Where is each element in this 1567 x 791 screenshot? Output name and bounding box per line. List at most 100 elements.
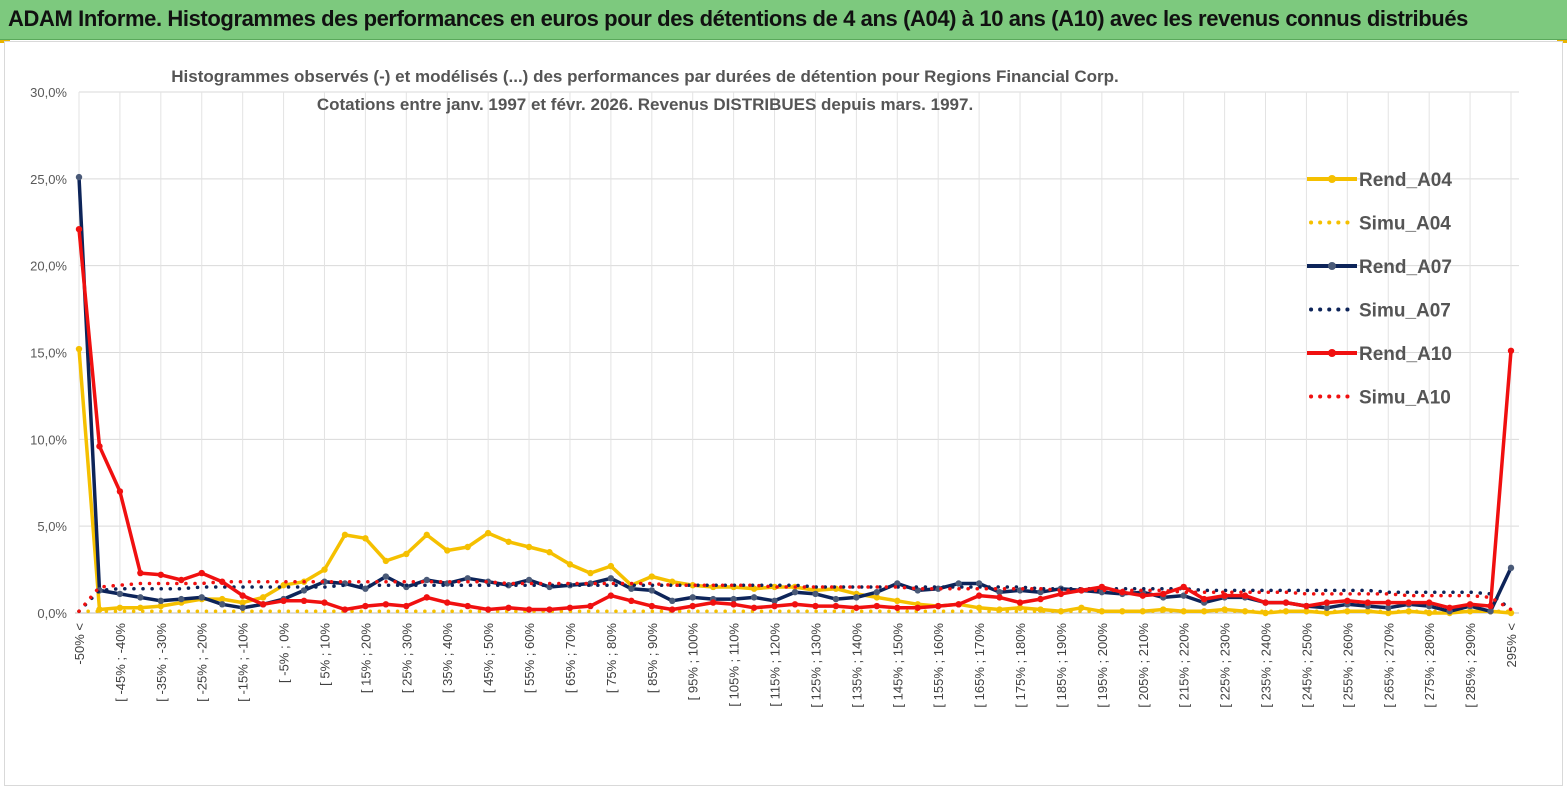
x-tick-label: [ 75% ; 80% [604,623,619,694]
data-point-rend-a10 [709,599,717,606]
header-bar: ADAM Informe. Histogrammes des performan… [0,0,1567,40]
data-point-rend-a10 [321,599,328,606]
x-tick-label: [ -15% ; -10% [236,623,251,702]
data-point-rend-a07 [1507,564,1515,572]
axes: 0,0% 5,0% 10,0% 15,0% 20,0% 25,0% 30,0% -50% < [… [30,85,1519,708]
legend-marker-rend-a04 [1328,175,1336,183]
x-tick-label: [ 5% ; 10% [317,623,332,686]
legend-marker-rend-a10 [1328,349,1336,357]
data-point-rend-a07 [689,594,696,601]
data-point-rend-a10 [1487,602,1494,610]
x-tick-label: [ 105% ; 110% [727,623,742,707]
data-point-rend-a10 [914,604,921,611]
histogram-chart: 0,0% 5,0% 10,0% 15,0% 20,0% 25,0% 30,0% -50% < [… [30,67,1519,708]
data-point-rend-a04 [1200,608,1208,615]
data-point-rend-a04 [75,345,83,353]
data-point-rend-a10 [1364,599,1372,606]
series-line-rend-a04 [77,348,1512,615]
data-point-rend-a04 [607,562,615,570]
series-line-simu-a10 [77,579,1513,614]
x-tick-label: [ 235% ; 240% [1259,623,1274,708]
data-point-rend-a04 [1344,608,1351,615]
data-point-rend-a07 [771,597,778,605]
data-point-rend-a10 [1098,583,1106,591]
data-point-rend-a07 [853,594,860,601]
data-point-rend-a10 [1385,599,1392,606]
x-tick-label: [ 95% ; 100% [686,623,701,701]
x-tick-label: [ 135% ; 140% [849,623,864,708]
data-point-rend-a10 [1507,347,1515,354]
data-point-rend-a04 [1262,609,1269,617]
data-point-rend-a04 [1180,608,1187,615]
data-point-rend-a07 [116,590,124,598]
data-point-rend-a04 [1098,608,1106,615]
data-point-rend-a07 [157,597,165,605]
legend-label-simu-a04: Simu_A04 [1359,214,1451,235]
x-tick-label: [ 205% ; 210% [1136,623,1151,708]
data-point-rend-a07 [975,580,983,587]
series-lines [75,173,1515,617]
legend-marker-rend-a07 [1328,262,1336,270]
data-point-rend-a10 [239,592,246,599]
x-tick-label: [ 195% ; 200% [1095,623,1110,708]
x-tick-label: [ 255% ; 260% [1340,623,1355,708]
data-point-rend-a04 [464,543,471,551]
data-point-rend-a10 [444,599,451,606]
data-point-rend-a07 [300,587,308,594]
data-point-rend-a10 [1241,592,1249,599]
data-point-rend-a04 [1078,604,1085,611]
data-point-rend-a07 [178,595,185,603]
page-title: ADAM Informe. Histogrammes des performan… [8,6,1468,31]
x-tick-label: 295% < [1504,623,1519,667]
data-point-rend-a10 [587,602,594,610]
data-point-rend-a04 [219,595,226,603]
data-point-rend-a07 [628,585,635,592]
data-point-rend-a07 [198,594,205,601]
x-tick-label: [ -25% ; -20% [195,623,210,702]
data-point-rend-a10 [259,601,267,608]
data-point-rend-a10 [484,606,492,613]
data-point-rend-a07 [75,173,83,181]
data-point-rend-a07 [648,587,655,594]
x-tick-label: [ 165% ; 170% [972,623,987,708]
data-point-rend-a07 [423,576,430,584]
data-point-rend-a10 [1057,590,1065,598]
data-point-rend-a04 [484,529,492,537]
data-point-rend-a10 [955,601,962,608]
x-tick-label: [ 275% ; 280% [1422,623,1437,708]
x-tick-label: [ 35% ; 40% [440,623,455,694]
data-point-rend-a10 [607,592,615,599]
x-tick-label: [ 15% ; 20% [358,623,373,694]
data-point-rend-a10 [996,594,1003,601]
data-point-rend-a04 [669,578,676,585]
series-line-rend-a07 [77,177,1513,614]
data-point-rend-a04 [750,585,758,592]
y-tick-label: 15,0% [30,346,67,361]
data-point-rend-a10 [975,592,983,599]
data-point-rend-a07 [914,587,921,594]
data-point-rend-a10 [1078,587,1085,594]
legend-label-simu-a07: Simu_A07 [1359,301,1451,322]
data-point-rend-a10 [1303,602,1310,610]
data-point-rend-a04 [362,535,369,542]
data-point-rend-a10 [669,606,676,613]
data-point-rend-a04 [873,594,881,601]
chart-title: Histogrammes observés (-) et modélisés (… [171,67,1119,86]
data-point-rend-a07 [525,576,533,584]
x-tick-label: [ -45% ; -40% [113,623,128,702]
x-tick-label: [ 55% ; 60% [522,623,537,694]
x-tick-label: [ 185% ; 190% [1054,623,1069,708]
data-point-rend-a10 [157,571,165,578]
data-point-rend-a04 [648,573,655,580]
data-point-rend-a07 [1323,604,1331,611]
data-point-rend-a10 [1446,604,1453,611]
data-point-rend-a10 [1016,599,1024,606]
data-point-rend-a10 [75,225,83,233]
data-point-rend-a10 [525,606,533,613]
data-point-rend-a10 [1282,599,1290,606]
data-point-rend-a10 [1221,592,1228,599]
data-point-rend-a10 [198,569,205,577]
chart-titles: Histogrammes observés (-) et modélisés (… [171,67,1119,114]
data-point-rend-a10 [771,602,778,610]
data-point-rend-a07 [873,588,881,596]
